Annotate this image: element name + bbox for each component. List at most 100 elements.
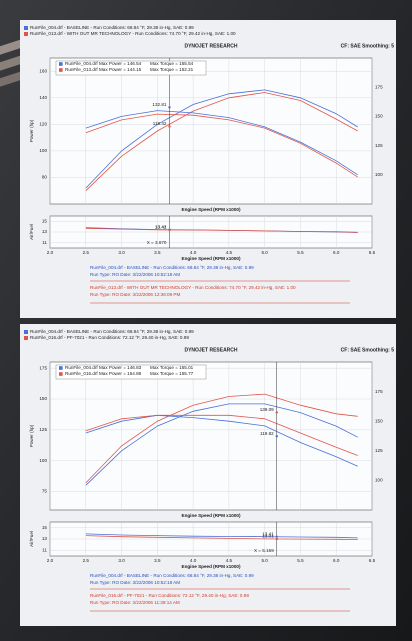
x-tick-label: 2.5 [83,250,90,255]
line [85,89,358,189]
y2-tick-label: 150 [375,418,383,423]
x-axis-label: Engine Speed (RPM x1000) [182,513,241,518]
y-tick-label: 175 [39,365,47,370]
y-axis-label: Air/Fuel [29,224,34,240]
line [85,110,358,176]
y-tick-label: 15 [42,525,48,530]
y-tick-label: 11 [42,240,47,245]
annotation-marker [275,435,278,438]
footer-line: RunFile_016.drf - PF-7021 - Run Conditio… [90,593,249,598]
footer-line: Run Type: RO Date: 3/22/2006 11:39:14 AM [90,600,180,605]
legend-label: Max Torque = 155.01 [150,365,194,370]
legend-label: Max Torque = 155.54 [150,61,194,66]
cursor-label: X = 3.670 [147,240,167,245]
annotation-label: 139.09 [260,407,274,412]
x-tick-label: 3.0 [118,558,125,563]
x-tick-label: 5.0 [261,558,268,563]
annotation-label: 13.01 [262,534,274,539]
line [85,414,358,456]
x-tick-label: 2.0 [47,558,54,563]
y-tick-label: 11 [42,548,47,553]
x-tick-label: 6.5 [369,558,376,563]
cursor-label: X = 5.169 [254,548,274,553]
y2-tick-label: 175 [375,84,383,89]
legend-label: Max Torque = 152.21 [150,67,194,72]
legend-swatch [59,62,63,66]
annotation-marker [168,125,171,128]
y2-tick-label: 175 [375,389,383,394]
y-tick-label: 80 [42,175,48,180]
footer-line: RunFile_013.drf - WITH OUT MR TECHNOLOGY… [90,285,296,290]
x-tick-label: 5.5 [297,250,304,255]
line [85,393,358,484]
footer-line: Run Type: RO Date: 3/22/2006 10:52:18 AM [90,272,180,277]
chart-title: DYNOJET RESEARCH [184,43,237,49]
annotation-label: 132.81 [152,102,166,107]
plots: 80 100 120 140 160 100 125 150 175 Power (hp) Engi… [24,25,395,612]
y-axis-label: Power (hp) [29,119,34,142]
x-axis-label: Engine Speed (RPM x1000) [182,256,241,261]
y-tick-label: 150 [39,396,47,401]
cf-text: CF: SAE Smoothing: 5 [341,43,395,49]
x-tick-label: 4.5 [226,250,233,255]
x-tick-label: 5.5 [297,558,304,563]
y-tick-label: 15 [42,219,48,224]
y2-tick-label: 125 [375,448,383,453]
legend-label: RunFile_004.drf Max Power = 146.54 [65,61,142,66]
x-tick-label: 3.0 [118,250,125,255]
line [85,92,358,191]
x-tick-label: 6.0 [333,558,340,563]
annotation-marker [168,106,171,109]
line [85,414,358,467]
footer-line: RunFile_004.drf - BASELINE - Run Conditi… [90,573,254,578]
line [85,403,358,486]
annotation-label: 119.82 [260,431,274,436]
header-line: RunFile_016.drf - PF-7021 - Run Conditio… [30,335,189,340]
x-tick-label: 6.0 [333,250,340,255]
plot-area [49,57,373,205]
y-axis-label: Air/Fuel [29,531,34,547]
footer-line: RunFile_004.drf - BASELINE - Run Conditi… [90,265,254,270]
x-tick-label: 3.5 [154,558,161,563]
y-tick-label: 100 [39,458,47,463]
plot-area [49,361,373,511]
x-tick-label: 2.0 [47,250,54,255]
header-swatch [24,32,28,36]
header-line: RunFile_013.drf - WITH OUT MR TECHNOLOGY… [30,31,236,36]
annotation-label: 13.41 [262,531,274,536]
header-swatch [24,26,28,30]
legend-label: RunFile_016.drf Max Power = 154.88 [65,371,142,376]
header-swatch [24,336,28,340]
header-swatch [24,330,28,334]
header-line: RunFile_004.drf - BASELINE - Run Conditi… [30,25,194,30]
legend-label: Max Torque = 155.77 [150,371,194,376]
y-tick-label: 13 [42,229,48,234]
chart-title: DYNOJET RESEARCH [184,347,237,353]
line [85,227,358,233]
legend-swatch [59,366,63,370]
x-tick-label: 3.5 [154,250,161,255]
line [85,113,358,178]
footer-line: Run Type: RO Date: 3/22/2006 10:52:18 AM [90,580,180,585]
y2-tick-label: 100 [375,478,383,483]
line [85,533,358,539]
annotation-marker [275,411,278,414]
legend-swatch [59,68,63,72]
y2-tick-label: 150 [375,114,383,119]
annotation-marker [168,228,171,232]
x-tick-label: 6.5 [369,250,376,255]
x-tick-label: 4.5 [226,558,233,563]
y-tick-label: 13 [42,536,48,541]
x-tick-label: 5.0 [261,250,268,255]
y2-tick-label: 100 [375,172,383,177]
x-tick-label: 2.5 [83,558,90,563]
footer-line: Run Type: RO Date: 3/22/2006 12:36:09 PM [90,292,180,297]
header-line: RunFile_004.drf - BASELINE - Run Conditi… [30,329,194,334]
legend-box [55,364,207,380]
annotation-label: 13.41 [155,225,167,230]
annotation-marker [275,535,278,538]
cf-text: CF: SAE Smoothing: 5 [341,347,395,353]
y-tick-label: 100 [39,148,47,153]
legend-label: RunFile_013.drf Max Power = 144.15 [65,67,142,72]
